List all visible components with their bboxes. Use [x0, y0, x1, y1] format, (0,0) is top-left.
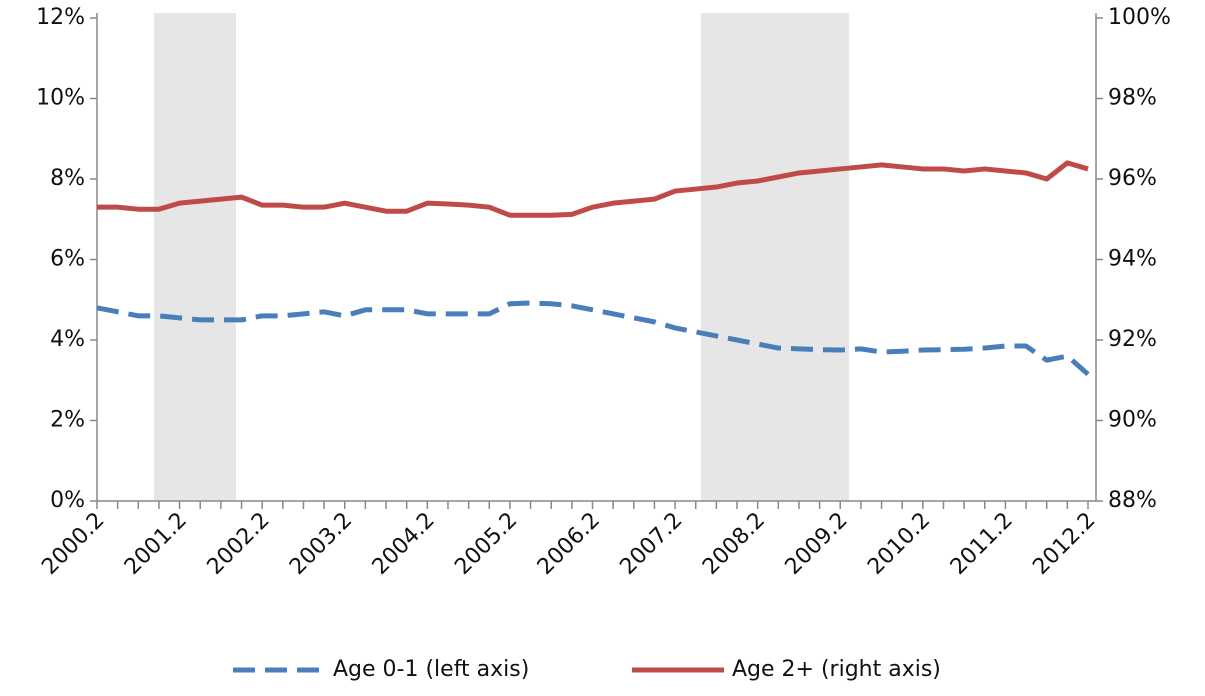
- x-tick-label: 2002.2: [203, 508, 275, 580]
- x-tick-label: 2006.2: [533, 508, 605, 580]
- legend-label: Age 0-1 (left axis): [333, 657, 529, 682]
- y2-tick-label: 100%: [1108, 5, 1171, 30]
- recession-shade: [154, 13, 236, 501]
- recession-shade: [701, 13, 849, 501]
- y2-tick-label: 90%: [1108, 408, 1157, 433]
- legend-label: Age 2+ (right axis): [732, 657, 941, 682]
- x-tick-label: 2010.2: [863, 508, 935, 580]
- series-line: [97, 160, 1089, 218]
- x-tick-label: 2007.2: [615, 508, 687, 580]
- x-tick-label: 2008.2: [698, 508, 770, 580]
- y-tick-label: 8%: [50, 166, 85, 191]
- x-tick-label: 2001.2: [120, 508, 192, 580]
- y-tick-label: 6%: [50, 247, 85, 272]
- x-tick-label: 2011.2: [946, 508, 1018, 580]
- y2-tick-label: 92%: [1108, 327, 1157, 352]
- x-tick-label: 2004.2: [368, 508, 440, 580]
- y2-tick-label: 88%: [1108, 488, 1157, 513]
- y-tick-label: 12%: [36, 5, 85, 30]
- x-tick-label: 2009.2: [781, 508, 853, 580]
- x-tick-label: 2012.2: [1028, 508, 1100, 580]
- y-tick-label: 10%: [36, 86, 85, 111]
- y2-tick-label: 94%: [1108, 247, 1157, 272]
- y-tick-label: 0%: [50, 488, 85, 513]
- x-tick-label: 2005.2: [450, 508, 522, 580]
- series-line: [96, 300, 1090, 377]
- x-tick-label: 2003.2: [285, 508, 357, 580]
- x-tick-label: 2000.2: [37, 508, 109, 580]
- y-tick-label: 4%: [50, 327, 85, 352]
- y2-tick-label: 98%: [1108, 86, 1157, 111]
- y2-tick-label: 96%: [1108, 166, 1157, 191]
- y-tick-label: 2%: [50, 408, 85, 433]
